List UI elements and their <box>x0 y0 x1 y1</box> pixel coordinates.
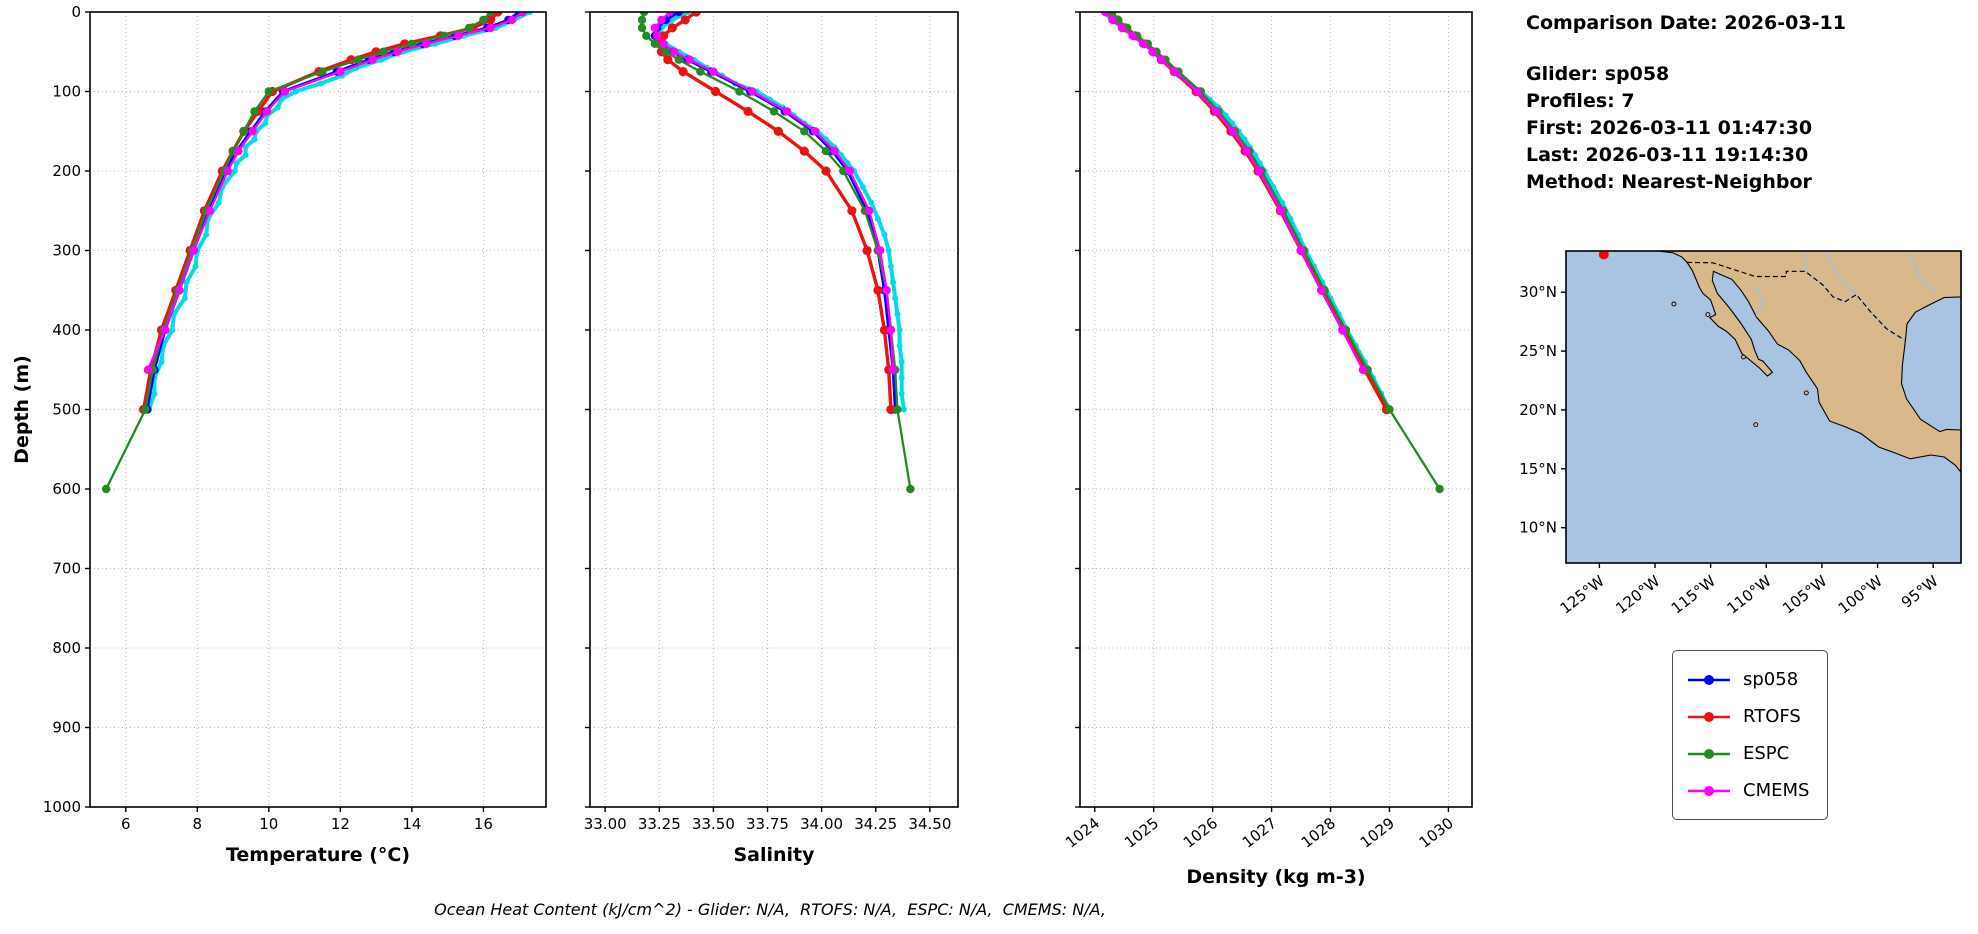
svg-text:33.00: 33.00 <box>584 815 627 833</box>
location-map: 30°N 25°N 20°N 15°N 10°N 125°W 120°W 115°W 110°W… <box>1519 250 1962 618</box>
svg-text:400: 400 <box>52 321 81 339</box>
glider-id-text: Glider: sp058 <box>1526 63 1670 85</box>
svg-text:100°W: 100°W <box>1835 572 1886 618</box>
svg-text:33.25: 33.25 <box>638 815 681 833</box>
svg-text:12: 12 <box>331 815 350 833</box>
svg-text:200: 200 <box>52 162 81 180</box>
legend-item-espc: ESPC <box>1685 735 1809 772</box>
svg-text:110°W: 110°W <box>1724 572 1775 618</box>
svg-text:115°W: 115°W <box>1668 572 1719 618</box>
svg-text:34.25: 34.25 <box>854 815 897 833</box>
salinity-profile-chart: 33.00 33.25 33.50 33.75 34.00 34.25 34.50 Salin… <box>584 11 959 866</box>
svg-text:105°W: 105°W <box>1779 572 1830 618</box>
svg-text:1028: 1028 <box>1298 814 1339 852</box>
svg-text:16: 16 <box>474 815 493 833</box>
legend: sp058 RTOFS ESPC CMEMS <box>1672 650 1829 820</box>
svg-text:700: 700 <box>52 560 81 578</box>
svg-text:33.50: 33.50 <box>692 815 735 833</box>
svg-text:300: 300 <box>52 242 81 260</box>
svg-text:1029: 1029 <box>1357 814 1398 852</box>
svg-text:8: 8 <box>193 815 203 833</box>
svg-text:25°N: 25°N <box>1519 342 1557 360</box>
svg-text:30°N: 30°N <box>1519 283 1557 301</box>
legend-label: sp058 <box>1743 669 1799 690</box>
svg-text:1000: 1000 <box>43 798 81 816</box>
svg-text:900: 900 <box>52 719 81 737</box>
legend-item-cmems: CMEMS <box>1685 772 1809 809</box>
legend-label: RTOFS <box>1743 706 1801 727</box>
svg-text:1027: 1027 <box>1239 814 1280 852</box>
svg-text:500: 500 <box>52 401 81 419</box>
svg-text:95°W: 95°W <box>1898 572 1942 612</box>
legend-label: ESPC <box>1743 743 1790 764</box>
svg-text:1026: 1026 <box>1180 814 1221 852</box>
svg-text:10: 10 <box>259 815 278 833</box>
svg-text:Depth (m): Depth (m) <box>11 355 33 464</box>
legend-line-marker-icon <box>1688 748 1730 759</box>
svg-text:Salinity: Salinity <box>733 844 815 866</box>
last-profile-time-text: Last: 2026-03-11 19:14:30 <box>1526 144 1809 166</box>
svg-text:125°W: 125°W <box>1557 572 1608 618</box>
glider-location-marker <box>1598 251 1609 260</box>
svg-text:1025: 1025 <box>1121 814 1162 852</box>
svg-text:Temperature (°C): Temperature (°C) <box>226 844 410 866</box>
svg-text:6: 6 <box>121 815 131 833</box>
legend-label: CMEMS <box>1743 780 1810 801</box>
svg-text:34.00: 34.00 <box>800 815 843 833</box>
temperature-profile-chart: 6 8 10 12 14 16 0 100 200 300 400 500 600 700 800 900 10… <box>11 6 547 866</box>
profiles-count-text: Profiles: 7 <box>1526 90 1635 112</box>
comparison-date-text: Comparison Date: 2026-03-11 <box>1526 12 1846 34</box>
svg-text:14: 14 <box>402 815 421 833</box>
svg-text:0: 0 <box>71 6 81 21</box>
svg-text:20°N: 20°N <box>1519 401 1557 419</box>
info-spacer <box>1526 37 1846 61</box>
legend-line-marker-icon <box>1688 785 1730 796</box>
svg-text:15°N: 15°N <box>1519 460 1557 478</box>
svg-text:Density (kg m-3): Density (kg m-3) <box>1186 866 1365 888</box>
svg-text:600: 600 <box>52 480 81 498</box>
legend-line-marker-icon <box>1688 674 1730 685</box>
svg-text:34.50: 34.50 <box>908 815 951 833</box>
svg-text:33.75: 33.75 <box>746 815 789 833</box>
svg-text:1024: 1024 <box>1064 814 1103 852</box>
first-profile-time-text: First: 2026-03-11 01:47:30 <box>1526 117 1813 139</box>
svg-text:10°N: 10°N <box>1519 519 1557 537</box>
svg-text:1030: 1030 <box>1416 814 1457 852</box>
density-profile-chart: 1024 1025 1026 1027 1028 1029 1030 Density (kg … <box>1064 11 1473 888</box>
svg-text:800: 800 <box>52 639 81 657</box>
svg-text:120°W: 120°W <box>1612 572 1663 618</box>
info-panel: Comparison Date: 2026-03-11 Glider: sp05… <box>1526 10 1846 196</box>
ocean-heat-content-note: Ocean Heat Content (kJ/cm^2) - Glider: N… <box>434 900 1106 919</box>
legend-item-rtofs: RTOFS <box>1685 698 1809 735</box>
svg-text:100: 100 <box>52 83 81 101</box>
legend-line-marker-icon <box>1688 711 1730 722</box>
legend-item-sp058: sp058 <box>1685 661 1809 698</box>
method-text: Method: Nearest-Neighbor <box>1526 171 1812 193</box>
